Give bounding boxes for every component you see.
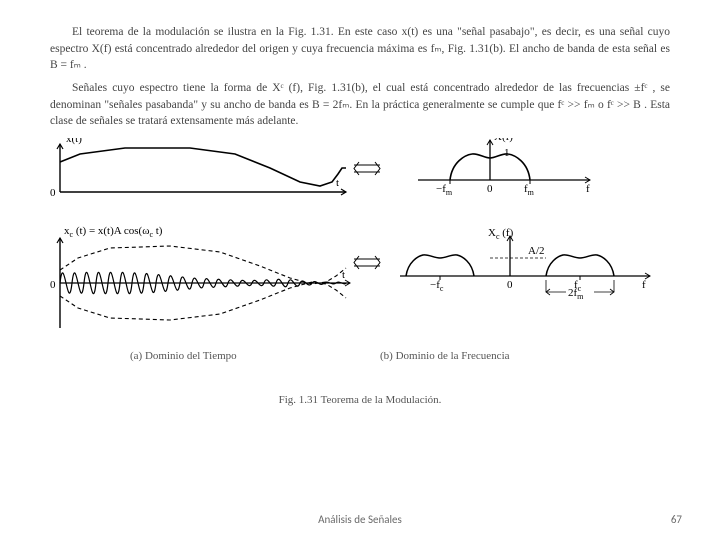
label-zero-4: 0 (507, 279, 513, 291)
label-half: A/2 (528, 245, 545, 257)
caption-main: Fig. 1.31 Teorema de la Modulación. (50, 394, 670, 406)
label-neg-fm: −fm (436, 183, 453, 197)
label-f-1: f (586, 183, 590, 195)
label-zero-3: 0 (50, 279, 56, 291)
label-Xcf: Xc (f) (488, 227, 514, 241)
label-Xf: X(f) (494, 138, 513, 143)
label-f-2: f (642, 279, 646, 291)
panel-xct: xc (t) = x(t)A cos(ωc t) 0 t (50, 225, 350, 328)
label-zero-2: 0 (487, 183, 493, 195)
label-neg-fc: −fc (430, 279, 444, 293)
label-xct: xc (t) = x(t)A cos(ωc t) (64, 225, 163, 239)
label-t-2: t (342, 269, 345, 281)
paragraph-2: Señales cuyo espectro tiene la forma de … (50, 80, 670, 130)
link-arrow-top (354, 162, 380, 175)
caption-b: (b) Dominio de la Frecuencia (380, 350, 510, 362)
footer-title: Análisis de Señales (0, 513, 720, 526)
panel-Xf: X(f) 1 0 f −fm fm (418, 138, 590, 197)
paragraph-1: El teorema de la modulación se ilustra e… (50, 24, 670, 74)
panel-Xcf: 2fm Xc (f) A/2 0 f −fc fc (400, 227, 650, 301)
caption-a: (a) Dominio del Tiempo (130, 350, 237, 362)
label-zero-1: 0 (50, 187, 56, 199)
figure-1-31: x(t) 0 t (50, 138, 670, 388)
label-one: 1 (504, 147, 510, 159)
label-pos-fc: fc (574, 279, 582, 293)
label-xt: x(t) (66, 138, 82, 145)
footer-page-number: 67 (671, 513, 682, 526)
label-pos-fm: fm (524, 183, 535, 197)
link-arrow-bottom (354, 256, 380, 269)
panel-xt: x(t) 0 t (50, 138, 346, 199)
label-t-1: t (336, 177, 339, 189)
